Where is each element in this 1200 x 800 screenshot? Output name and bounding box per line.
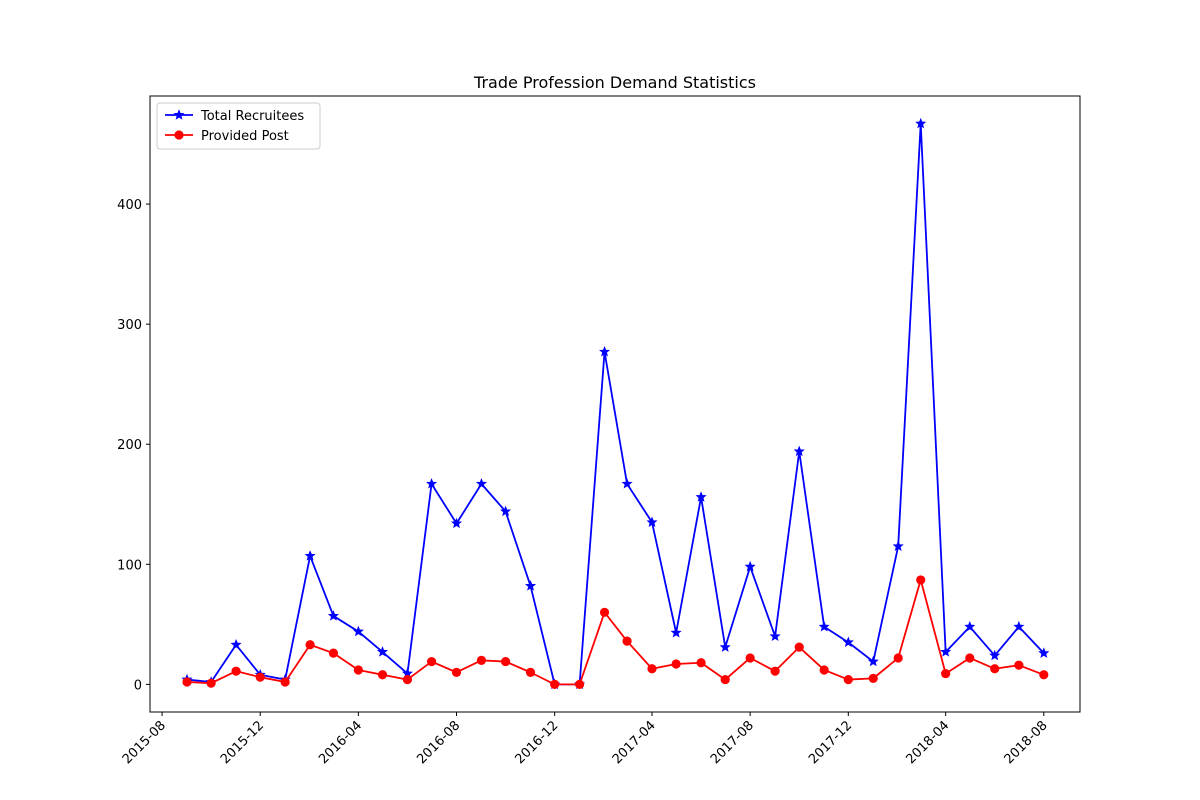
data-point [867,655,879,667]
data-point [892,540,904,551]
data-point [377,670,388,680]
data-point [842,636,854,648]
legend-entry: Provided Post [165,129,289,144]
y-tick-label: 0 [134,678,142,693]
data-point [819,665,829,675]
data-point [231,666,241,676]
legend-marker [173,109,185,120]
data-point [622,636,632,646]
data-point [376,646,389,657]
legend: Total Recruitees Provided Post [156,102,321,150]
data-point [941,668,951,679]
data-point [990,664,1000,674]
data-point [230,638,242,650]
data-point [402,674,413,685]
data-point [868,673,878,683]
legend-label: Provided Post [201,129,289,144]
data-point [352,625,364,637]
data-point [525,667,536,677]
series-1 [182,575,1049,689]
data-point [255,672,265,682]
data-point [696,658,706,668]
data-point [720,674,730,685]
legend-label: Total Recruitees [200,109,304,124]
data-point [1014,660,1024,670]
data-point [670,626,682,638]
series-0 [181,117,1050,690]
data-point [280,677,290,687]
data-point [793,445,805,457]
data-point [599,345,611,357]
data-point [989,649,1001,661]
data-point [206,678,216,688]
data-point [915,117,927,129]
data-point [646,516,658,527]
legend-entry: Total Recruitees [165,109,304,124]
data-point [744,560,756,572]
y-tick-label: 400 [117,198,142,213]
data-point [305,640,315,650]
data-point [426,478,438,489]
plot-area [181,117,1050,690]
data-point [328,648,339,658]
data-point [1013,620,1025,632]
data-point [500,505,512,517]
data-point [475,478,487,489]
y-tick-label: 300 [117,318,142,333]
data-point [719,641,731,652]
data-point [426,656,437,667]
data-point [794,642,804,652]
data-point [575,679,585,689]
data-point [647,664,657,674]
data-point [916,575,926,585]
data-point [500,656,511,667]
y-tick-label: 200 [117,438,142,453]
data-point [940,646,952,657]
data-point [599,607,610,617]
data-point [353,665,363,675]
chart-title: Trade Profession Demand Statistics [473,73,756,92]
data-point [1039,670,1049,680]
data-point [1038,647,1050,658]
data-point [695,491,707,502]
data-point [818,620,830,632]
axes-frame [149,95,1081,713]
data-point [770,666,780,676]
data-point [843,674,853,685]
data-point [769,630,781,642]
data-point [327,610,339,621]
data-point [182,677,192,687]
data-point [893,653,903,663]
data-point [671,659,681,669]
data-point [304,550,316,561]
data-point [451,667,462,677]
series-line [186,122,1045,686]
legend-box [156,102,321,150]
data-point [476,655,487,665]
data-point [745,653,755,663]
data-point [964,620,976,632]
data-point [965,653,975,663]
data-point [450,517,463,529]
data-point [525,580,537,591]
data-point [621,478,633,489]
legend-marker [174,130,184,140]
y-tick-label: 100 [117,558,142,573]
data-point [550,679,560,689]
